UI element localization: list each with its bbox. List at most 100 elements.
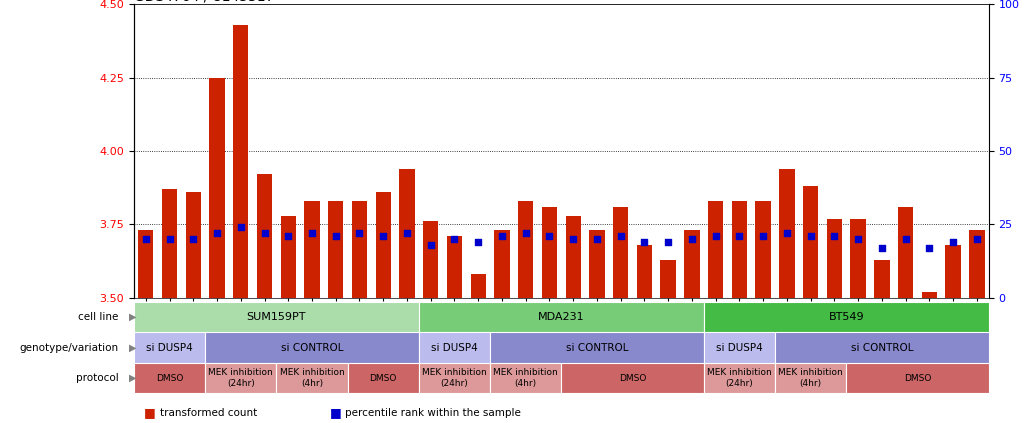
- Text: si CONTROL: si CONTROL: [281, 343, 343, 353]
- FancyBboxPatch shape: [561, 363, 703, 393]
- Point: [209, 230, 226, 236]
- Point: [541, 233, 557, 239]
- Bar: [352, 201, 368, 298]
- Bar: [898, 207, 914, 298]
- FancyBboxPatch shape: [134, 332, 205, 363]
- Bar: [209, 78, 225, 298]
- Text: GDS4764 / 8145317: GDS4764 / 8145317: [134, 0, 274, 3]
- Bar: [565, 216, 581, 298]
- Point: [708, 233, 724, 239]
- Text: ▶: ▶: [129, 343, 136, 353]
- Bar: [494, 230, 510, 298]
- Point: [660, 239, 677, 245]
- Point: [897, 236, 914, 242]
- Bar: [684, 230, 699, 298]
- Point: [328, 233, 344, 239]
- Bar: [376, 192, 391, 298]
- Text: ■: ■: [330, 406, 341, 419]
- FancyBboxPatch shape: [490, 332, 703, 363]
- Bar: [589, 230, 605, 298]
- Point: [684, 236, 700, 242]
- Bar: [780, 169, 795, 298]
- Point: [779, 230, 795, 236]
- Text: MEK inhibition
(24hr): MEK inhibition (24hr): [422, 368, 487, 388]
- Bar: [708, 201, 723, 298]
- Text: BT549: BT549: [828, 312, 864, 322]
- Text: genotype/variation: genotype/variation: [20, 343, 118, 353]
- Bar: [256, 175, 272, 298]
- Point: [375, 233, 391, 239]
- Text: MEK inhibition
(4hr): MEK inhibition (4hr): [493, 368, 558, 388]
- Point: [162, 236, 178, 242]
- FancyBboxPatch shape: [703, 302, 989, 332]
- FancyBboxPatch shape: [276, 363, 347, 393]
- FancyBboxPatch shape: [703, 332, 775, 363]
- FancyBboxPatch shape: [775, 332, 989, 363]
- Text: DMSO: DMSO: [904, 374, 931, 383]
- Text: MEK inhibition
(4hr): MEK inhibition (4hr): [779, 368, 844, 388]
- Text: MEK inhibition
(24hr): MEK inhibition (24hr): [707, 368, 771, 388]
- Point: [399, 230, 415, 236]
- Text: si CONTROL: si CONTROL: [565, 343, 628, 353]
- Point: [613, 233, 629, 239]
- Text: MDA231: MDA231: [538, 312, 585, 322]
- Text: ■: ■: [144, 406, 156, 419]
- Bar: [542, 207, 557, 298]
- Bar: [755, 201, 770, 298]
- Bar: [660, 260, 676, 298]
- Point: [422, 242, 439, 248]
- Point: [304, 230, 320, 236]
- Point: [873, 244, 890, 251]
- Point: [517, 230, 534, 236]
- Bar: [827, 219, 843, 298]
- Bar: [731, 201, 747, 298]
- Bar: [304, 201, 319, 298]
- Text: si DUSP4: si DUSP4: [432, 343, 478, 353]
- Text: MEK inhibition
(4hr): MEK inhibition (4hr): [279, 368, 344, 388]
- FancyBboxPatch shape: [775, 363, 847, 393]
- Bar: [637, 245, 652, 298]
- Point: [945, 239, 961, 245]
- FancyBboxPatch shape: [134, 363, 205, 393]
- Bar: [803, 186, 819, 298]
- Point: [138, 236, 154, 242]
- Bar: [400, 169, 415, 298]
- Point: [233, 224, 249, 231]
- FancyBboxPatch shape: [419, 363, 490, 393]
- Text: percentile rank within the sample: percentile rank within the sample: [345, 408, 521, 418]
- Bar: [874, 260, 890, 298]
- Point: [446, 236, 462, 242]
- Bar: [447, 236, 462, 298]
- FancyBboxPatch shape: [419, 302, 703, 332]
- Point: [637, 239, 653, 245]
- Bar: [233, 25, 248, 298]
- Bar: [280, 216, 296, 298]
- Bar: [185, 192, 201, 298]
- Text: DMSO: DMSO: [619, 374, 646, 383]
- Text: MEK inhibition
(24hr): MEK inhibition (24hr): [208, 368, 273, 388]
- Bar: [613, 207, 628, 298]
- Point: [470, 239, 486, 245]
- Bar: [328, 201, 343, 298]
- FancyBboxPatch shape: [205, 332, 419, 363]
- Text: protocol: protocol: [75, 373, 118, 383]
- Text: ▶: ▶: [129, 312, 136, 322]
- Point: [185, 236, 202, 242]
- Text: si DUSP4: si DUSP4: [146, 343, 193, 353]
- FancyBboxPatch shape: [490, 363, 561, 393]
- Text: DMSO: DMSO: [156, 374, 183, 383]
- Point: [921, 244, 937, 251]
- Point: [802, 233, 819, 239]
- Text: transformed count: transformed count: [160, 408, 256, 418]
- Bar: [138, 230, 153, 298]
- Text: DMSO: DMSO: [370, 374, 397, 383]
- Point: [968, 236, 985, 242]
- Point: [850, 236, 866, 242]
- Point: [731, 233, 748, 239]
- Point: [755, 233, 771, 239]
- Point: [826, 233, 843, 239]
- Bar: [518, 201, 534, 298]
- FancyBboxPatch shape: [134, 302, 419, 332]
- Bar: [922, 292, 937, 298]
- Bar: [851, 219, 866, 298]
